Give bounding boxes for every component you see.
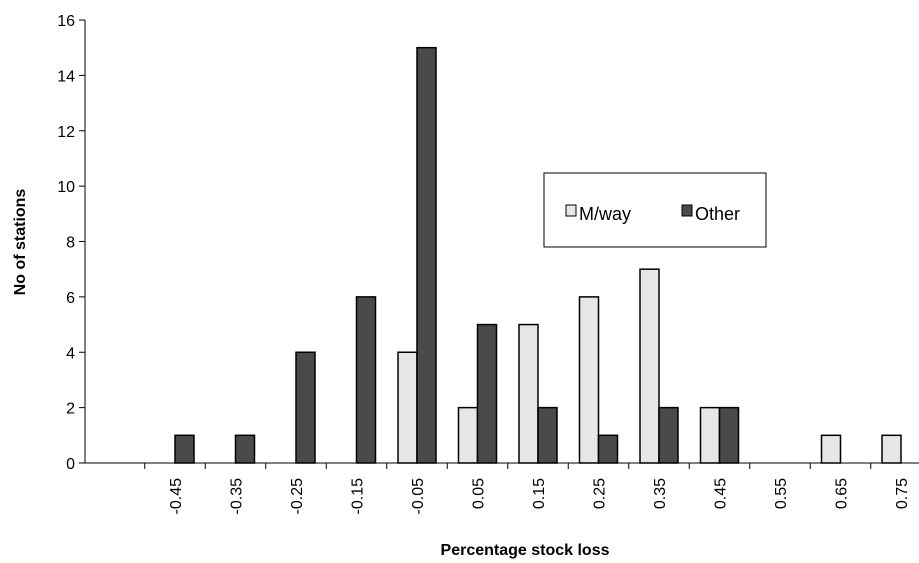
y-tick-label: 10 xyxy=(57,179,75,196)
bar-other xyxy=(658,406,679,464)
bar-other xyxy=(355,296,377,464)
bar-other xyxy=(597,434,619,464)
legend-box xyxy=(543,172,767,248)
bars-group xyxy=(174,46,902,464)
bar-other xyxy=(234,434,256,464)
x-tick-label: -0.15 xyxy=(350,478,367,515)
x-tick-label: -0.45 xyxy=(168,478,185,515)
x-tick-label: 0.45 xyxy=(713,478,730,509)
bar-other xyxy=(476,323,498,464)
bar-mway xyxy=(518,323,539,464)
bar-mway xyxy=(881,434,902,464)
x-tick-label: -0.35 xyxy=(229,478,246,515)
bar-mway xyxy=(699,406,721,464)
x-tick-label: 0.75 xyxy=(894,478,911,509)
x-tick-label: 0.55 xyxy=(773,478,790,509)
x-axis: -0.45 -0.35 -0.25 -0.15 -0.05 0.05 0.15 0.25 0.3… xyxy=(85,462,919,515)
x-tick-label: -0.05 xyxy=(410,478,427,515)
x-tick-label: 0.65 xyxy=(834,478,851,509)
y-tick-label: 2 xyxy=(66,401,75,418)
y-tick-label: 8 xyxy=(66,235,75,252)
legend-swatch-other xyxy=(681,204,693,217)
bar-mway xyxy=(820,434,842,464)
x-tick-label: 0.05 xyxy=(471,478,488,509)
y-tick-label: 4 xyxy=(66,345,75,362)
legend-label-other: Other xyxy=(695,204,740,224)
bar-mway xyxy=(397,351,418,464)
y-tick-label: 12 xyxy=(57,124,75,141)
y-tick-label: 14 xyxy=(57,68,75,85)
bar-other xyxy=(537,406,558,464)
y-axis: 0 2 4 6 8 10 12 14 16 xyxy=(57,13,86,473)
legend: M/way Other xyxy=(543,172,767,248)
bar-other xyxy=(718,406,740,464)
bar-mway xyxy=(639,268,660,464)
x-tick-label: -0.25 xyxy=(289,478,306,515)
x-tick-label: 0.25 xyxy=(592,478,609,509)
bar-other xyxy=(295,351,316,464)
y-axis-title: No of stations xyxy=(12,189,29,296)
bar-mway xyxy=(578,296,600,464)
y-tick-label: 6 xyxy=(66,290,75,307)
bar-mway xyxy=(457,406,479,464)
x-tick-label: 0.35 xyxy=(652,478,669,509)
x-tick-label: 0.15 xyxy=(531,478,548,509)
x-axis-title: Percentage stock loss xyxy=(441,542,610,559)
y-tick-label: 16 xyxy=(57,13,75,30)
legend-label-mway: M/way xyxy=(579,204,631,224)
bar-other xyxy=(174,434,195,464)
y-tick-label: 0 xyxy=(66,456,75,473)
legend-swatch-mway xyxy=(565,204,577,217)
bar-other xyxy=(416,46,437,464)
